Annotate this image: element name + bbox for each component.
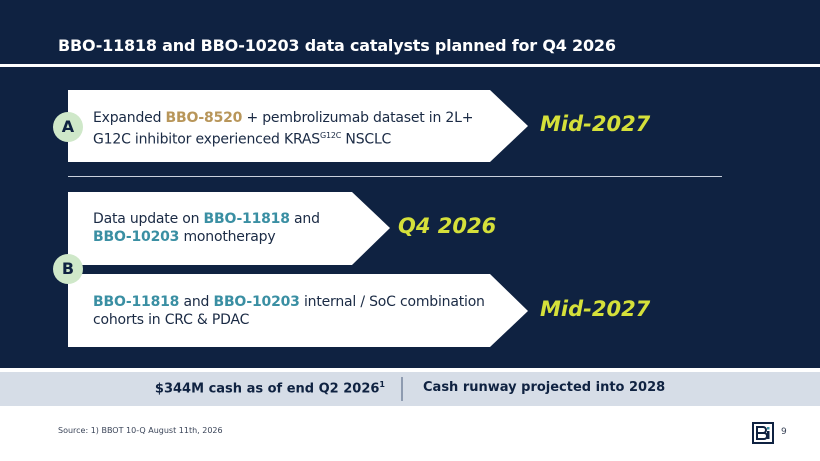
footnote-mark: 1 [379,380,385,389]
highlight: BBO-11818 [203,211,290,227]
highlight: BBO-8520 [165,110,243,126]
superscript: G12C [320,131,342,140]
cash-text: $344M cash as of end Q2 20261 [155,380,385,396]
divider [401,377,403,401]
text-run: Expanded [93,110,166,126]
highlight: BBO-11818 [93,294,180,310]
arrows [68,90,528,347]
highlight: BBO-10203 [93,229,180,245]
title: BBO-11818 and BBO-10203 data catalysts p… [58,36,616,55]
timing: Mid-2027 [540,112,651,136]
cash-right: Cash runway projected into 2028 [423,380,666,395]
text-run: Data update on [93,211,204,227]
page-number: 9 [781,427,787,437]
highlight: BBO-10203 [213,294,300,310]
timing: Mid-2027 [540,297,651,321]
text-run: monotherapy [179,229,276,245]
text-run: internal / SoC combination cohorts in CR… [93,294,485,328]
text-run: and [289,211,320,227]
text-run: + pembrolizumab dataset in 2L+ G12C inhi… [93,110,474,148]
arrow-shape [68,274,528,347]
text-run: NSCLC [341,131,392,148]
arrow-shape [68,192,390,265]
source-note: Source: 1) BBOT 10-Q August 11th, 2026 [58,426,223,435]
cash-band [0,372,820,406]
logo [752,422,774,444]
group-separator [68,176,722,177]
group-badge: A [53,112,83,142]
item-text: BBO-11818 and BBO-10203 internal / SoC c… [93,293,493,329]
group-badge: B [53,254,83,284]
timing: Q4 2026 [398,214,497,238]
item-text: Expanded BBO-8520 + pembrolizumab datase… [93,109,493,149]
item-text: Data update on BBO-11818 and BBO-10203 m… [93,210,353,246]
arrow-shape [68,90,528,162]
text-run: and [179,294,214,310]
title-rule [0,64,820,67]
cash-left: $344M cash as of end Q2 2026 [154,381,380,397]
